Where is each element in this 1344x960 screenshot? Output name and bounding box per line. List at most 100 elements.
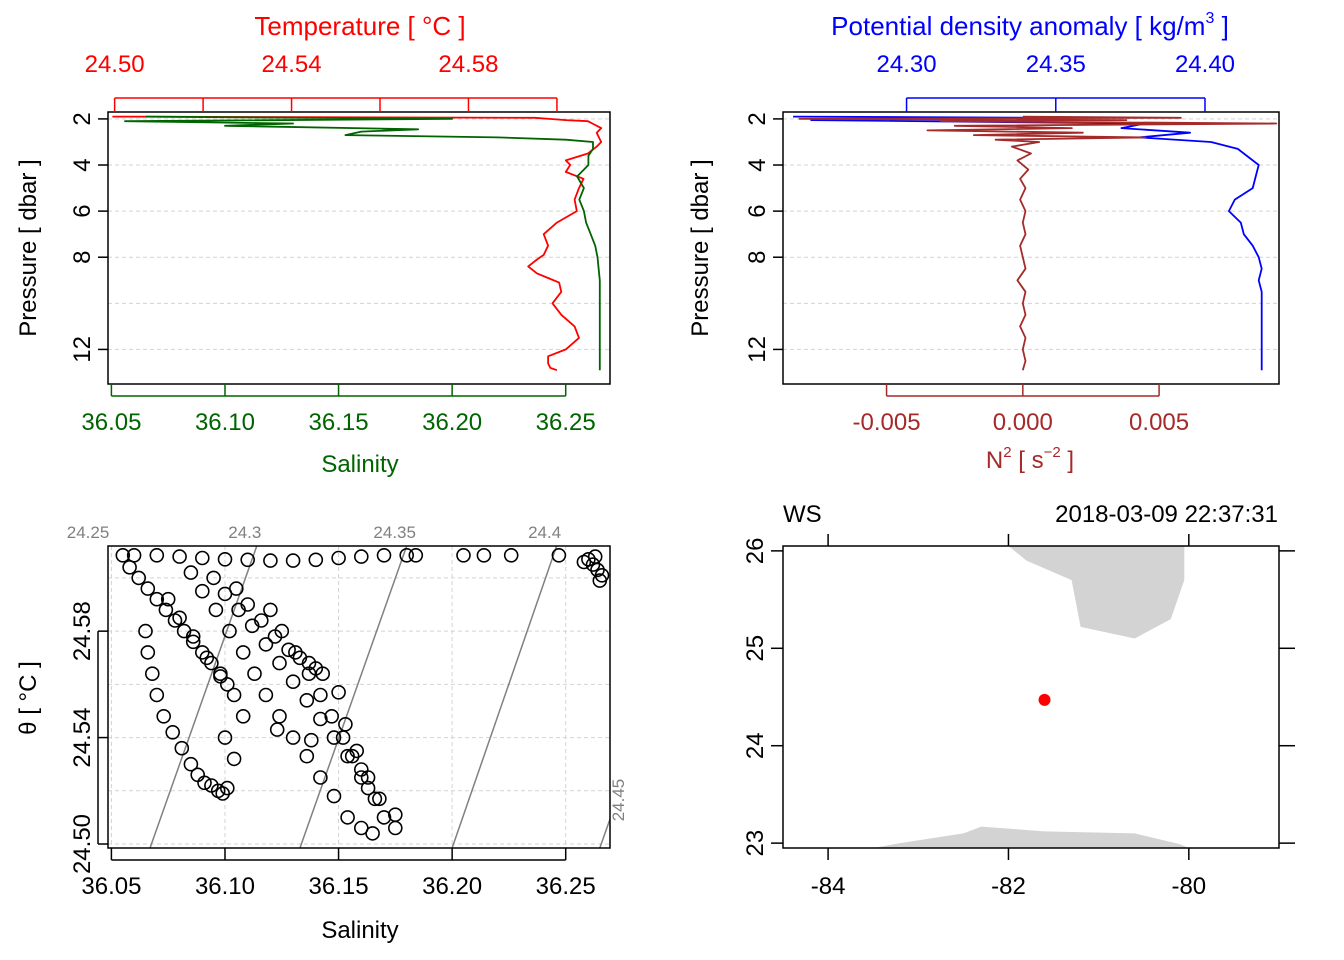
ts-point: [131, 570, 146, 586]
ts-point: [263, 602, 278, 618]
ts-point: [247, 666, 262, 682]
ts-point: [195, 550, 210, 566]
series-line-n2: [798, 115, 1278, 371]
isopycnal-line-1: [149, 546, 258, 848]
ts-point: [195, 583, 210, 599]
ts-point: [399, 547, 415, 563]
ts-point: [235, 645, 251, 660]
ts-point: [140, 645, 156, 660]
ts-point: [360, 780, 376, 796]
ts-point: [301, 666, 317, 682]
ts-point: [313, 770, 328, 785]
station-marker: [1038, 693, 1051, 706]
ts-point: [183, 565, 199, 580]
lat-tick-label-1: 24: [742, 732, 769, 759]
density-axis-title-end: ]: [1214, 11, 1228, 41]
plot-frame: [782, 111, 1280, 385]
n2-axis-title-main: N: [986, 447, 1003, 474]
theta-tick-label-1: 24.54: [69, 708, 96, 768]
top-axis-tick-label-0: 24.50: [85, 51, 145, 78]
top-axis-tick-label-1: 24.35: [1026, 51, 1086, 78]
bottom-axis-tick-label-2: 36.15: [309, 409, 369, 436]
ts-point: [551, 547, 567, 563]
ts-point: [206, 570, 221, 586]
ts-point: [174, 740, 190, 756]
ts-point: [576, 554, 592, 570]
ts-point: [326, 730, 342, 745]
ts-point: [185, 634, 201, 650]
salinity-tick-label-1: 36.10: [195, 873, 255, 900]
ts-point: [272, 708, 287, 724]
isopycnal-label-2: 24.35: [373, 523, 416, 542]
ts-point: [353, 549, 369, 564]
ts-point: [456, 547, 471, 563]
isopycnal-label-0: 24.25: [67, 523, 110, 542]
ts-point: [303, 732, 319, 748]
ts-point: [274, 623, 290, 639]
ts-point: [338, 716, 353, 732]
ts-point: [165, 724, 180, 740]
ts-point: [145, 666, 160, 682]
isopycnal-label-1: 24.3: [228, 523, 261, 542]
ts-point: [229, 581, 244, 596]
ts-point: [149, 547, 165, 563]
pressure-tick-label-1: 4: [69, 158, 96, 171]
plot-frame: [782, 545, 1280, 849]
salinity-tick-label-3: 36.20: [422, 873, 482, 900]
ts-point: [253, 613, 269, 628]
ts-point: [122, 559, 137, 575]
salinity-tick-label-0: 36.05: [81, 873, 141, 900]
bottom-axis-tick-label-3: 36.20: [422, 409, 482, 436]
bottom-axis-tick-label-1: 0.000: [993, 409, 1053, 436]
n2-axis-title-unit-sup: −2: [1044, 444, 1061, 461]
ts-point: [387, 807, 403, 823]
lat-tick-label-2: 25: [742, 635, 769, 662]
ts-point: [190, 767, 205, 783]
pressure-tick-label-2: 6: [744, 204, 771, 217]
ts-point: [326, 788, 342, 804]
ts-point: [258, 637, 274, 652]
ts-point: [299, 748, 315, 764]
ts-point: [158, 602, 174, 618]
ts-point: [199, 650, 215, 666]
theta-tick-label-2: 24.58: [69, 601, 96, 661]
ts-point: [313, 687, 328, 703]
lat-tick-label-3: 26: [742, 538, 769, 565]
theta-axis-title: θ [ °C ]: [15, 661, 42, 735]
bottom-axis-tick-label-0: -0.005: [853, 409, 921, 436]
pressure-tick-label-3: 8: [69, 251, 96, 264]
lon-tick-label-0: -84: [811, 873, 846, 900]
station-datetime: 2018-03-09 22:37:31: [1055, 501, 1278, 528]
ts-point: [149, 687, 165, 703]
ts-point: [353, 762, 369, 777]
ts-point: [372, 791, 387, 807]
pressure-tick-label-4: 12: [69, 336, 96, 363]
isopycnal-line-3: [451, 546, 558, 848]
pressure-tick-label-1: 4: [744, 158, 771, 171]
bottom-axis-tick-label-4: 36.25: [536, 409, 596, 436]
station-map-panel: WS 2018-03-09 22:37:31 -84 -82 -80 23 24 25 26: [742, 501, 1295, 900]
top-axis-tick-label-2: 24.58: [438, 51, 498, 78]
ts-point: [503, 547, 519, 563]
ts-point: [365, 826, 380, 841]
ts-point: [285, 730, 301, 745]
ts-point: [235, 708, 251, 724]
isopycnal-line-2: [299, 546, 408, 848]
n2-axis-title: N2 [ s−2 ]: [986, 444, 1074, 474]
n2-axis-title-unit: [ s: [1012, 447, 1044, 474]
ts-point: [285, 553, 301, 568]
density-axis-title-sup: 3: [1205, 10, 1214, 27]
land-north: [1008, 546, 1185, 639]
temperature-axis-title: Temperature [ °C ]: [254, 11, 465, 41]
ts-point: [585, 557, 601, 572]
ts-point: [387, 820, 403, 836]
ts-point: [217, 730, 233, 745]
ts-point: [226, 687, 242, 703]
ts-point: [226, 751, 242, 767]
ts-profile-panel: Temperature [ °C ] Salinity Pressure [ d…: [15, 11, 611, 478]
ts-point: [138, 623, 153, 639]
ts-point: [299, 692, 315, 708]
ts-point: [331, 550, 346, 566]
ts-point: [156, 708, 171, 724]
series-line-potential-density-anomaly: [793, 115, 1263, 371]
